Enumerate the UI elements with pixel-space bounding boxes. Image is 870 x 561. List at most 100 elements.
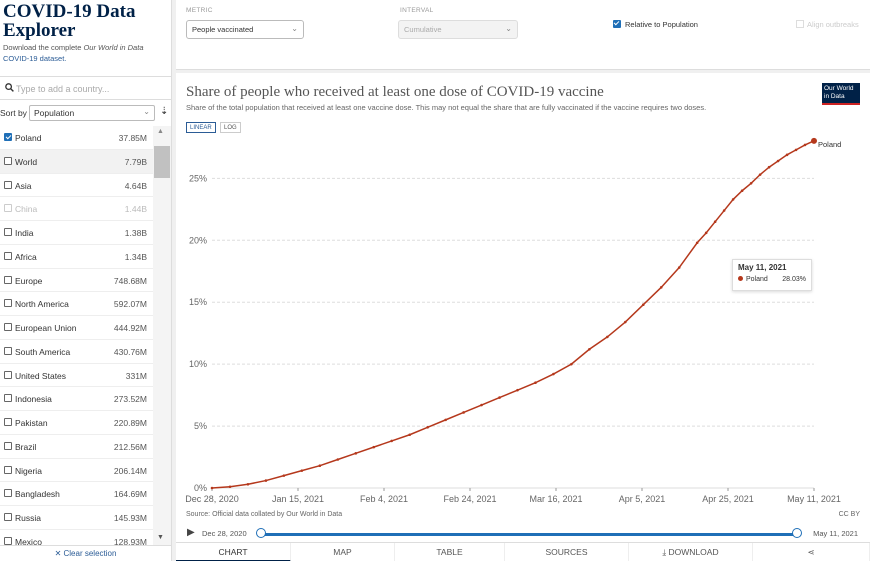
checkbox[interactable] bbox=[4, 204, 12, 213]
relative-to-population-checkbox[interactable]: Relative to Population bbox=[613, 20, 698, 29]
checkbox[interactable] bbox=[4, 275, 12, 284]
chart-source[interactable]: Source: Official data collated by Our Wo… bbox=[186, 511, 343, 518]
checkbox[interactable] bbox=[4, 180, 12, 189]
country-row-brazil[interactable]: Brazil 212.56M bbox=[0, 435, 153, 459]
search-input[interactable] bbox=[16, 80, 166, 97]
end-point-marker[interactable] bbox=[811, 137, 817, 144]
data-point bbox=[740, 189, 744, 193]
checkbox[interactable] bbox=[4, 156, 12, 165]
relative-label: Relative to Population bbox=[625, 20, 698, 29]
data-point bbox=[803, 143, 807, 147]
scale-linear-button[interactable]: LINEAR bbox=[186, 122, 216, 133]
country-population: 748.68M bbox=[113, 275, 147, 286]
tooltip-date: May 11, 2021 bbox=[738, 263, 787, 272]
y-tick-label: 20% bbox=[189, 235, 207, 245]
data-point bbox=[722, 209, 726, 212]
checkbox[interactable] bbox=[4, 323, 12, 331]
tooltip-value: 28.03% bbox=[782, 276, 806, 283]
scroll-down-icon[interactable]: ▼ bbox=[157, 534, 164, 541]
country-row-united-states[interactable]: United States 331M bbox=[0, 364, 153, 388]
data-point bbox=[749, 182, 753, 185]
checkbox[interactable] bbox=[4, 346, 12, 355]
data-point bbox=[480, 403, 483, 407]
tab-chart[interactable]: CHART bbox=[176, 543, 291, 561]
checkbox[interactable] bbox=[4, 133, 12, 141]
tab-table[interactable]: TABLE bbox=[395, 543, 505, 561]
checkbox[interactable] bbox=[4, 418, 12, 426]
country-row-poland[interactable]: Poland 37.85M bbox=[0, 126, 153, 150]
checkbox[interactable] bbox=[4, 299, 12, 308]
sort-label: Sort by bbox=[0, 108, 27, 118]
country-row-world[interactable]: World 7.79B bbox=[0, 149, 153, 174]
dataset-link[interactable]: COVID-19 dataset. bbox=[3, 54, 67, 63]
line-chart[interactable]: 0% 5% 10% 15% 20% 25% Dec 28, 2020 Jan 15, 2021… bbox=[176, 73, 870, 513]
country-row-pakistan[interactable]: Pakistan 220.89M bbox=[0, 411, 153, 435]
metric-select[interactable]: People vaccinated ⌄ bbox=[186, 20, 304, 39]
checkbox-checked-icon bbox=[613, 20, 621, 28]
data-point bbox=[246, 482, 250, 486]
share-button[interactable]: ⋖ bbox=[753, 543, 870, 561]
interval-label: INTERVAL bbox=[400, 7, 434, 14]
country-name: Indonesia bbox=[15, 394, 52, 405]
checkbox[interactable] bbox=[4, 513, 12, 521]
series-line-poland[interactable] bbox=[211, 140, 815, 489]
sort-bar: Sort by Population ⌄ ⇣ bbox=[0, 103, 171, 123]
data-point bbox=[516, 388, 519, 392]
metric-label: METRIC bbox=[186, 7, 213, 14]
checkbox[interactable] bbox=[4, 441, 12, 450]
country-row-south-america[interactable]: South America 430.76M bbox=[0, 340, 153, 364]
data-point bbox=[731, 198, 735, 201]
country-population: 1.38B bbox=[124, 228, 147, 238]
country-population: 206.14M bbox=[113, 465, 147, 476]
checkbox[interactable] bbox=[4, 394, 12, 403]
country-row-indonesia[interactable]: Indonesia 273.52M bbox=[0, 387, 153, 411]
x-tick-label: Dec 28, 2020 bbox=[185, 494, 239, 504]
country-row-north-america[interactable]: North America 592.07M bbox=[0, 292, 153, 316]
country-row-africa[interactable]: Africa 1.34B bbox=[0, 245, 153, 269]
checkbox[interactable] bbox=[4, 489, 12, 498]
checkbox[interactable] bbox=[4, 228, 12, 236]
scale-log-button[interactable]: LOG bbox=[220, 122, 241, 133]
align-label: Align outbreaks bbox=[807, 20, 859, 29]
country-population: 212.56M bbox=[113, 441, 147, 452]
country-row-bangladesh[interactable]: Bangladesh 164.69M bbox=[0, 482, 153, 506]
scroll-up-icon[interactable]: ▲ bbox=[157, 128, 164, 135]
timeline-start-handle[interactable] bbox=[256, 528, 266, 538]
chart-license[interactable]: CC BY bbox=[838, 511, 860, 518]
country-row-nigeria[interactable]: Nigeria 206.14M bbox=[0, 459, 153, 483]
play-icon[interactable]: ▶ bbox=[187, 527, 195, 538]
timeline-track[interactable] bbox=[262, 533, 798, 536]
country-row-mexico[interactable]: Mexico 128.93M bbox=[0, 530, 153, 545]
chart-card: Share of people who received at least on… bbox=[176, 73, 870, 561]
checkbox[interactable] bbox=[4, 370, 12, 379]
tab-sources[interactable]: SOURCES bbox=[505, 543, 629, 561]
clear-selection-button[interactable]: ✕ Clear selection bbox=[0, 545, 171, 561]
country-population: 7.79B bbox=[124, 156, 147, 167]
country-row-asia[interactable]: Asia 4.64B bbox=[0, 174, 153, 198]
checkbox[interactable] bbox=[4, 465, 12, 474]
interval-select[interactable]: Cumulative ⌄ bbox=[398, 20, 518, 39]
country-row-india[interactable]: India 1.38B bbox=[0, 221, 153, 245]
owid-logo[interactable]: Our World in Data bbox=[822, 83, 860, 105]
x-tick-label: Apr 25, 2021 bbox=[702, 494, 754, 504]
data-point bbox=[552, 372, 555, 376]
sort-order-icon[interactable]: ⇣ bbox=[160, 106, 169, 117]
country-population: 164.69M bbox=[113, 489, 147, 500]
country-row-europe[interactable]: Europe 748.68M bbox=[0, 269, 153, 293]
data-point bbox=[695, 241, 699, 245]
checkbox[interactable] bbox=[4, 251, 12, 260]
country-name: Russia bbox=[15, 513, 41, 523]
country-row-russia[interactable]: Russia 145.93M bbox=[0, 506, 153, 530]
checkbox[interactable] bbox=[4, 536, 12, 545]
country-row-china[interactable]: China 1.44B bbox=[0, 197, 153, 221]
align-outbreaks-checkbox[interactable]: Align outbreaks bbox=[796, 20, 859, 29]
sort-select[interactable]: Population ⌄ bbox=[29, 105, 155, 121]
tab-download-label: DOWNLOAD bbox=[668, 547, 719, 557]
y-tick-label: 25% bbox=[189, 173, 207, 183]
country-row-european-union[interactable]: European Union 444.92M bbox=[0, 316, 153, 340]
tab-map[interactable]: MAP bbox=[291, 543, 395, 561]
scrollbar-thumb[interactable] bbox=[154, 146, 170, 178]
country-list-scrollbar[interactable]: ▲ ▼ bbox=[153, 126, 171, 545]
tab-download[interactable]: ⤓ DOWNLOAD bbox=[629, 543, 753, 561]
timeline-end-handle[interactable] bbox=[792, 528, 802, 538]
